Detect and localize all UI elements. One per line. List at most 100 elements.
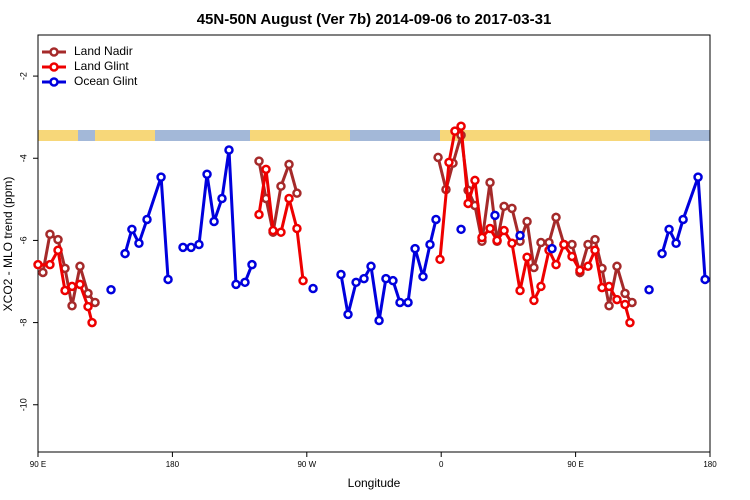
- point: [567, 239, 577, 250]
- point: [336, 269, 346, 280]
- point: [202, 169, 212, 180]
- point: [359, 273, 369, 284]
- point: [120, 248, 130, 259]
- point: [693, 172, 703, 182]
- point: [254, 209, 264, 220]
- point: [60, 285, 70, 296]
- point: [231, 279, 241, 290]
- point: [604, 300, 614, 311]
- point: [499, 225, 509, 236]
- point: [284, 193, 294, 204]
- point: [75, 279, 85, 290]
- point: [433, 152, 443, 163]
- point: [178, 242, 188, 253]
- point: [254, 156, 264, 166]
- point: [485, 223, 495, 234]
- point: [657, 248, 667, 259]
- point: [209, 216, 219, 227]
- point: [83, 301, 93, 312]
- point: [456, 121, 466, 131]
- y-tick-label: -10: [18, 398, 28, 411]
- point: [583, 239, 593, 250]
- point: [463, 198, 473, 209]
- point: [276, 227, 286, 237]
- point: [127, 224, 137, 235]
- point: [67, 300, 77, 311]
- point: [612, 261, 622, 272]
- point: [671, 238, 681, 249]
- point: [276, 181, 286, 191]
- point: [547, 243, 557, 254]
- point: [536, 237, 546, 248]
- legend-marker: [49, 77, 59, 87]
- legend-marker: [49, 47, 59, 57]
- point: [374, 315, 384, 326]
- point: [575, 265, 585, 276]
- point: [75, 261, 85, 272]
- point: [53, 234, 63, 245]
- point: [134, 238, 144, 249]
- point: [522, 216, 532, 227]
- point: [604, 281, 614, 292]
- point: [490, 210, 500, 221]
- point: [507, 203, 517, 214]
- point: [410, 243, 420, 254]
- x-tick-label: 0: [439, 460, 444, 469]
- point: [186, 242, 196, 253]
- point: [583, 261, 593, 272]
- point: [395, 297, 405, 308]
- point: [194, 239, 204, 250]
- point: [529, 262, 539, 273]
- point: [507, 238, 517, 249]
- point: [33, 259, 43, 270]
- x-tick-label: 90 E: [30, 460, 46, 469]
- series-line: [123, 149, 707, 321]
- x-tick-label: 90 E: [567, 460, 583, 469]
- y-tick-label: -8: [18, 319, 28, 327]
- point: [470, 175, 480, 186]
- point: [351, 277, 361, 288]
- point: [45, 229, 55, 240]
- point: [142, 214, 152, 225]
- plot-frame: [37, 34, 711, 453]
- point: [67, 281, 77, 292]
- legend-label: Land Nadir: [74, 44, 133, 58]
- point: [308, 283, 318, 294]
- x-tick-label: 180: [703, 460, 717, 469]
- point: [403, 297, 413, 308]
- point: [298, 275, 308, 286]
- point: [620, 288, 630, 299]
- point: [450, 126, 460, 136]
- point: [224, 145, 234, 155]
- point: [217, 193, 227, 204]
- point: [644, 284, 654, 295]
- point: [90, 297, 100, 308]
- point: [559, 239, 569, 250]
- point: [425, 239, 435, 250]
- point: [678, 214, 688, 225]
- point: [515, 285, 525, 296]
- point: [292, 188, 302, 198]
- point: [485, 177, 495, 188]
- point: [444, 157, 454, 168]
- point: [45, 259, 55, 270]
- point: [612, 294, 622, 305]
- x-tick-label: 90 W: [297, 460, 316, 469]
- point: [477, 232, 487, 243]
- point: [492, 235, 502, 246]
- point: [515, 230, 525, 241]
- point: [156, 172, 166, 182]
- point: [664, 224, 674, 235]
- legend-marker: [49, 62, 59, 72]
- point: [700, 274, 710, 285]
- point: [268, 225, 278, 236]
- point: [247, 259, 257, 270]
- x-axis-label: Longitude: [348, 476, 401, 490]
- point: [567, 251, 577, 262]
- point: [106, 284, 116, 295]
- point: [431, 214, 441, 225]
- chart-title: 45N-50N August (Ver 7b) 2014-09-06 to 20…: [197, 11, 552, 28]
- point: [625, 317, 635, 328]
- point: [292, 223, 302, 234]
